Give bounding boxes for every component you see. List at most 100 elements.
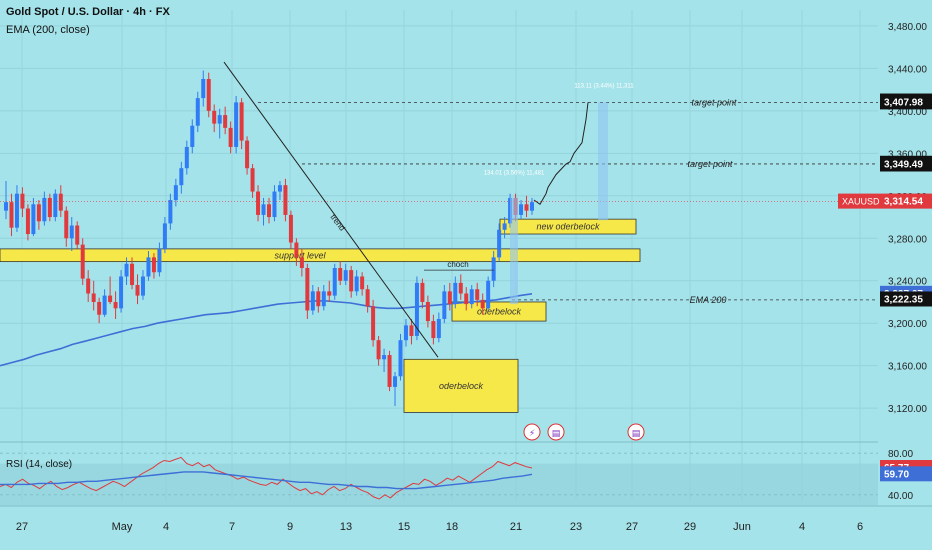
candle-up bbox=[31, 204, 36, 235]
candle-up bbox=[277, 185, 282, 192]
price-tag-label: 3,349.49 bbox=[884, 159, 923, 170]
rsi-ma-line bbox=[0, 471, 533, 490]
symbol-title: Gold Spot / U.S. Dollar · 4h · FX bbox=[6, 6, 170, 18]
time-tick-label: 9 bbox=[287, 521, 293, 533]
candle-down bbox=[36, 204, 41, 222]
price-tag bbox=[880, 193, 932, 209]
time-tick-label: 18 bbox=[446, 521, 458, 533]
event-icon-glyph: ▤ bbox=[552, 429, 561, 439]
candle-up bbox=[184, 146, 189, 169]
candle-up bbox=[272, 191, 277, 218]
candle-down bbox=[409, 325, 414, 336]
indicator-legend: EMA (200, close) bbox=[6, 24, 90, 36]
time-tick-label: 6 bbox=[857, 521, 863, 533]
trend-label: trend bbox=[328, 213, 346, 233]
candle-up bbox=[173, 185, 178, 201]
candle-down bbox=[80, 244, 85, 279]
rsi-layer bbox=[0, 441, 878, 506]
candle-up bbox=[217, 115, 222, 124]
zone-label: new oderbelock bbox=[536, 222, 600, 232]
projection-path bbox=[533, 102, 589, 206]
candle-down bbox=[376, 340, 381, 360]
time-tick-label: 29 bbox=[684, 521, 696, 533]
rsi-value-label: 59.70 bbox=[884, 469, 909, 480]
time-tick-label: 13 bbox=[340, 521, 352, 533]
zone-label: support level bbox=[274, 250, 326, 260]
symbol-tag-label: XAUUSD bbox=[842, 197, 880, 207]
candle-up bbox=[403, 325, 408, 341]
price-tick-label: 3,280.00 bbox=[888, 234, 927, 245]
candle-up bbox=[354, 276, 359, 292]
candle-up bbox=[321, 291, 326, 307]
candle-down bbox=[113, 301, 118, 309]
candle-down bbox=[294, 242, 299, 258]
candle-up bbox=[497, 229, 502, 258]
event-icon-glyph: ⚡ bbox=[529, 429, 535, 439]
rsi-band bbox=[0, 463, 878, 506]
candle-up bbox=[179, 168, 184, 186]
candle-down bbox=[223, 115, 228, 128]
candle-down bbox=[475, 289, 480, 300]
rsi-legend: RSI (14, close) bbox=[6, 459, 73, 470]
candle-down bbox=[245, 140, 250, 169]
level-label: EMA 200 bbox=[690, 295, 727, 305]
time-tick-label: 7 bbox=[229, 521, 235, 533]
candle-down bbox=[47, 197, 52, 218]
candle-down bbox=[108, 295, 113, 302]
candle-down bbox=[299, 257, 304, 268]
candle-down bbox=[212, 110, 217, 124]
candle-down bbox=[283, 185, 288, 215]
rsi-tick-label: 80.00 bbox=[888, 449, 913, 460]
price-tag bbox=[880, 94, 932, 110]
candle-down bbox=[64, 210, 69, 239]
zone-layer: support level new oderbelock oderbelock ode… bbox=[0, 218, 641, 413]
candle-down bbox=[338, 268, 343, 281]
candle-up bbox=[393, 376, 398, 387]
candle-up bbox=[4, 202, 8, 211]
candle-down bbox=[349, 270, 354, 292]
candle-up bbox=[168, 200, 173, 224]
candle-down bbox=[75, 225, 80, 245]
candle-down bbox=[480, 299, 485, 309]
candle-down bbox=[86, 278, 91, 294]
candle-down bbox=[58, 193, 63, 211]
candle-down bbox=[524, 204, 529, 211]
candle-up bbox=[157, 248, 162, 273]
event-icon bbox=[627, 423, 645, 441]
candle-up bbox=[190, 125, 195, 147]
candle-up bbox=[102, 295, 107, 315]
candle-up bbox=[146, 257, 151, 277]
rsi-value-tag bbox=[880, 466, 932, 482]
candle-up bbox=[42, 197, 47, 222]
candle-down bbox=[25, 208, 30, 235]
zone-box bbox=[499, 218, 637, 235]
zone-label: oderbelock bbox=[477, 307, 522, 317]
candle-down bbox=[371, 306, 376, 341]
price-tick-label: 3,200.00 bbox=[888, 319, 927, 330]
candle-up bbox=[442, 291, 447, 319]
candle-up bbox=[382, 355, 387, 360]
candle-up bbox=[332, 268, 337, 296]
candle-down bbox=[228, 127, 233, 147]
candle-down bbox=[360, 276, 365, 290]
candle-down bbox=[387, 355, 392, 387]
candle-up bbox=[201, 79, 206, 99]
price-tag bbox=[880, 156, 932, 172]
time-tick-label: 4 bbox=[163, 521, 169, 533]
candle-down bbox=[20, 193, 25, 209]
price-tick-label: 3,480.00 bbox=[888, 22, 927, 33]
projection-bar-1 bbox=[510, 197, 518, 305]
candle-up bbox=[310, 291, 315, 311]
candle-up bbox=[486, 280, 491, 309]
candle-down bbox=[91, 293, 96, 302]
candle-up bbox=[124, 263, 129, 277]
candle-up bbox=[398, 340, 403, 377]
candle-up bbox=[53, 193, 58, 218]
candle-up bbox=[119, 276, 124, 309]
candle-up bbox=[14, 193, 19, 228]
candle-down bbox=[151, 257, 156, 273]
price-tick-label: 3,440.00 bbox=[888, 64, 927, 75]
event-icon-glyph: ▤ bbox=[632, 429, 641, 439]
zone-box bbox=[403, 358, 519, 413]
